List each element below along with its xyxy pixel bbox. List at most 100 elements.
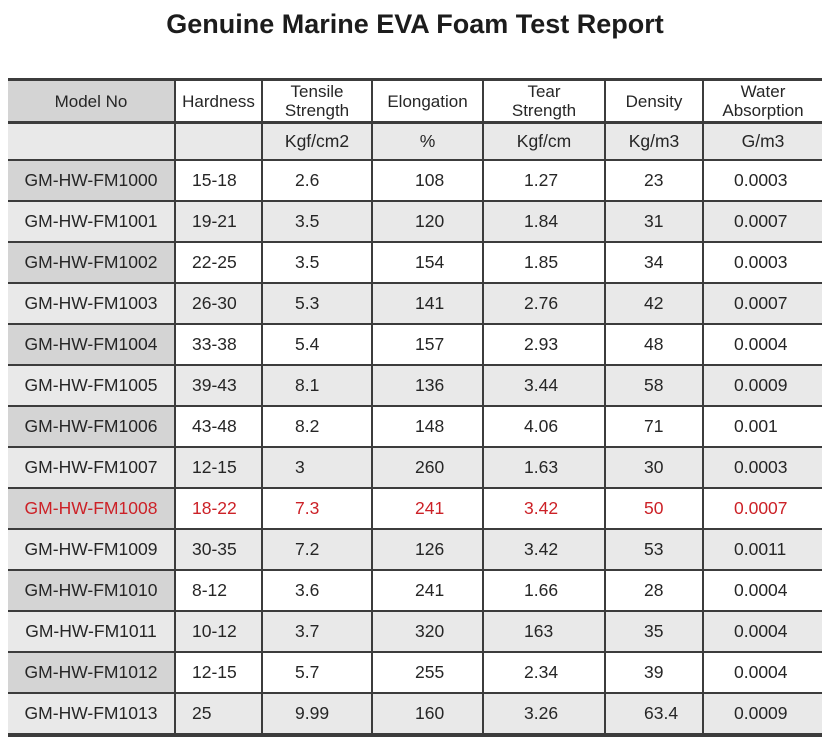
elongation-cell: 108: [371, 160, 483, 202]
table-row: GM-HW-FM1010 8-12 3.6 241 1.66 28 0.0004: [8, 570, 822, 612]
model-cell: GM-HW-FM1004: [8, 324, 175, 366]
water-cell: 0.0003: [702, 447, 822, 489]
elongation-cell: 260: [371, 447, 483, 489]
tear-cell: 163: [482, 611, 605, 653]
tensile-cell: 3: [261, 447, 372, 489]
tensile-cell: 3.7: [261, 611, 372, 653]
model-cell: GM-HW-FM1003: [8, 283, 175, 325]
table-row: GM-HW-FM1013 25 9.99 160 3.26 63.4 0.0009: [8, 693, 822, 736]
density-cell: 39: [604, 652, 703, 694]
hardness-cell: 25: [174, 693, 262, 736]
model-cell: GM-HW-FM1007: [8, 447, 175, 489]
tear-cell: 1.85: [482, 242, 605, 284]
tear-cell: 3.44: [482, 365, 605, 407]
tensile-cell: 3.6: [261, 570, 372, 612]
elongation-cell: 120: [371, 201, 483, 243]
table-row: GM-HW-FM1003 26-30 5.3 141 2.76 42 0.0007: [8, 283, 822, 325]
hardness-cell: 43-48: [174, 406, 262, 448]
density-cell: 35: [604, 611, 703, 653]
model-cell: GM-HW-FM1008: [8, 488, 175, 530]
column-header-density: Density: [604, 79, 703, 124]
elongation-cell: 154: [371, 242, 483, 284]
table-row: GM-HW-FM1007 12-15 3 260 1.63 30 0.0003: [8, 447, 822, 489]
hardness-cell: 18-22: [174, 488, 262, 530]
tensile-cell: 3.5: [261, 242, 372, 284]
tear-cell: 2.93: [482, 324, 605, 366]
elongation-cell: 241: [371, 488, 483, 530]
tear-cell: 4.06: [482, 406, 605, 448]
hardness-cell: 22-25: [174, 242, 262, 284]
table-row: GM-HW-FM1008 18-22 7.3 241 3.42 50 0.0007: [8, 488, 822, 530]
tensile-cell: 5.3: [261, 283, 372, 325]
hardness-cell: 30-35: [174, 529, 262, 571]
table-header-row: Model No Hardness Tensile Strength Elong…: [8, 79, 822, 124]
model-cell: GM-HW-FM1002: [8, 242, 175, 284]
unit-cell-model: [8, 122, 175, 161]
water-cell: 0.0004: [702, 611, 822, 653]
table-body: GM-HW-FM1000 15-18 2.6 108 1.27 23 0.0003 GM-HW…: [8, 160, 822, 736]
density-cell: 28: [604, 570, 703, 612]
unit-cell-tear-strength: Kgf/cm: [482, 122, 605, 161]
unit-cell-hardness: [174, 122, 262, 161]
unit-cell-tensile-strength: Kgf/cm2: [261, 122, 372, 161]
tear-cell: 2.34: [482, 652, 605, 694]
tensile-cell: 8.2: [261, 406, 372, 448]
tear-cell: 1.84: [482, 201, 605, 243]
table-row: GM-HW-FM1002 22-25 3.5 154 1.85 34 0.0003: [8, 242, 822, 284]
water-cell: 0.0009: [702, 693, 822, 736]
column-header-model: Model No: [8, 79, 175, 124]
water-cell: 0.0004: [702, 324, 822, 366]
elongation-cell: 126: [371, 529, 483, 571]
density-cell: 23: [604, 160, 703, 202]
table-row: GM-HW-FM1012 12-15 5.7 255 2.34 39 0.0004: [8, 652, 822, 694]
page-title: Genuine Marine EVA Foam Test Report: [166, 9, 664, 39]
tensile-cell: 7.3: [261, 488, 372, 530]
density-cell: 58: [604, 365, 703, 407]
density-cell: 30: [604, 447, 703, 489]
water-cell: 0.0007: [702, 201, 822, 243]
density-cell: 34: [604, 242, 703, 284]
elongation-cell: 136: [371, 365, 483, 407]
water-cell: 0.0007: [702, 283, 822, 325]
elongation-cell: 141: [371, 283, 483, 325]
density-cell: 31: [604, 201, 703, 243]
tear-cell: 2.76: [482, 283, 605, 325]
column-header-elongation: Elongation: [371, 79, 483, 124]
density-cell: 50: [604, 488, 703, 530]
tear-cell: 3.42: [482, 529, 605, 571]
hardness-cell: 39-43: [174, 365, 262, 407]
column-header-tear-strength: Tear Strength: [482, 79, 605, 124]
model-cell: GM-HW-FM1001: [8, 201, 175, 243]
hardness-cell: 15-18: [174, 160, 262, 202]
tensile-cell: 5.4: [261, 324, 372, 366]
density-cell: 63.4: [604, 693, 703, 736]
hardness-cell: 12-15: [174, 447, 262, 489]
table-row: GM-HW-FM1006 43-48 8.2 148 4.06 71 0.001: [8, 406, 822, 448]
tensile-cell: 3.5: [261, 201, 372, 243]
tear-cell: 1.66: [482, 570, 605, 612]
hardness-cell: 12-15: [174, 652, 262, 694]
elongation-cell: 241: [371, 570, 483, 612]
water-cell: 0.0004: [702, 652, 822, 694]
water-cell: 0.0003: [702, 242, 822, 284]
table-units-row: Kgf/cm2 % Kgf/cm Kg/m3 G/m3: [8, 122, 822, 161]
water-cell: 0.001: [702, 406, 822, 448]
model-cell: GM-HW-FM1010: [8, 570, 175, 612]
hardness-cell: 8-12: [174, 570, 262, 612]
elongation-cell: 160: [371, 693, 483, 736]
model-cell: GM-HW-FM1009: [8, 529, 175, 571]
table-row: GM-HW-FM1005 39-43 8.1 136 3.44 58 0.0009: [8, 365, 822, 407]
column-header-tensile-strength: Tensile Strength: [261, 79, 372, 124]
tear-cell: 3.42: [482, 488, 605, 530]
column-header-hardness: Hardness: [174, 79, 262, 124]
table-row: GM-HW-FM1004 33-38 5.4 157 2.93 48 0.0004: [8, 324, 822, 366]
water-cell: 0.0009: [702, 365, 822, 407]
elongation-cell: 148: [371, 406, 483, 448]
elongation-cell: 157: [371, 324, 483, 366]
density-cell: 53: [604, 529, 703, 571]
water-cell: 0.0011: [702, 529, 822, 571]
tensile-cell: 8.1: [261, 365, 372, 407]
unit-cell-water-absorption: G/m3: [702, 122, 822, 161]
hardness-cell: 10-12: [174, 611, 262, 653]
table-row: GM-HW-FM1000 15-18 2.6 108 1.27 23 0.0003: [8, 160, 822, 202]
